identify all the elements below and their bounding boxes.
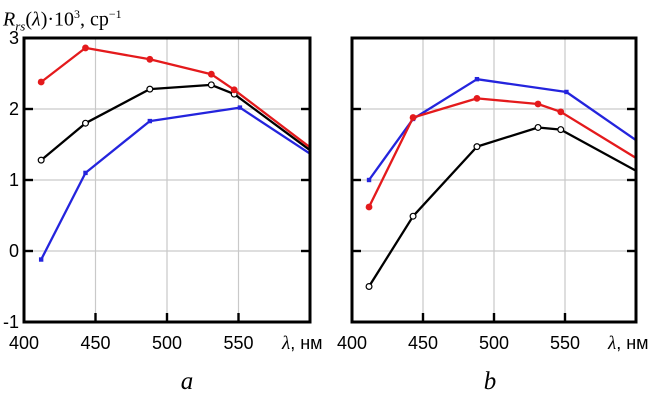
x-tick-label: 450 — [408, 333, 438, 353]
red-curve-line — [367, 97, 637, 208]
blue-curve-marker — [38, 257, 44, 262]
black-curve-marker — [557, 126, 565, 134]
plot-frame — [350, 36, 638, 324]
plot-frame — [22, 36, 312, 324]
lambda-symbol: λ — [32, 8, 41, 31]
x-tick-label: 500 — [152, 333, 182, 353]
panel-b-label: b — [483, 368, 497, 395]
red-curve-line — [40, 46, 311, 149]
y-tick-label: -1 — [3, 312, 19, 332]
red-curve-marker — [473, 94, 481, 102]
red-curve-marker — [409, 114, 417, 121]
x-tick-label: 550 — [550, 333, 580, 353]
red-curve-marker — [557, 108, 565, 116]
blue-curve-marker — [474, 76, 480, 82]
y-tick-label: 2 — [9, 99, 19, 119]
y-tick-label: 3 — [9, 28, 19, 48]
y-tick-label: 0 — [9, 241, 19, 261]
y-axis-symbol: R — [3, 8, 16, 31]
red-curve-marker — [534, 100, 542, 108]
y-axis-title: Rrs(λ)·103, ср−1 — [3, 1, 122, 40]
black-curve-marker — [207, 81, 215, 89]
y-tick-label: 1 — [9, 170, 19, 190]
x-tick-label: 400 — [9, 333, 39, 353]
y-axis-lparen: ( — [25, 8, 33, 31]
red-curve-marker — [146, 55, 154, 63]
blue-curve-line — [368, 78, 637, 181]
y-axis-subscript: rs — [15, 18, 26, 34]
red-curve-marker — [207, 70, 215, 78]
black-curve-marker — [473, 143, 481, 151]
black-curve-line — [368, 126, 637, 288]
black-curve-marker — [534, 123, 542, 131]
blue-curve-line — [40, 106, 311, 261]
black-curve-marker — [146, 85, 154, 93]
blue-curve-marker — [237, 105, 243, 110]
panel-b-chart: 400 450 500 550 λ, нм — [337, 36, 649, 354]
blue-curve-marker — [366, 177, 372, 183]
blue-curve-marker — [83, 170, 88, 176]
x-axis-unit-label: λ, нм — [281, 333, 323, 354]
red-curve-marker — [230, 86, 238, 94]
x-tick-label: 550 — [223, 333, 253, 353]
panel-a-chart: 400 450 500 550 λ, нм 3 2 1 0 -1 — [3, 28, 323, 354]
black-curve-marker — [409, 212, 417, 220]
y-axis-unit-exponent: −1 — [108, 7, 122, 21]
red-curve-marker — [365, 203, 373, 211]
x-axis-unit-label: λ, нм — [607, 333, 649, 354]
black-curve-marker — [365, 283, 373, 291]
x-tick-label: 400 — [337, 333, 367, 353]
blue-curve-marker — [564, 89, 569, 95]
red-curve-marker — [82, 44, 89, 52]
x-tick-label: 500 — [479, 333, 509, 353]
blue-curve-marker — [147, 118, 153, 124]
y-axis-factor: )·10 — [40, 8, 75, 31]
red-curve-marker — [37, 78, 45, 86]
y-axis-exponent: 3 — [74, 7, 81, 21]
panel-a-label: a — [180, 368, 194, 395]
black-curve-marker — [81, 119, 89, 127]
black-curve-marker — [37, 156, 45, 164]
x-tick-label: 450 — [80, 333, 110, 353]
y-axis-unit: , ср — [80, 8, 109, 31]
black-curve-line — [40, 83, 311, 161]
